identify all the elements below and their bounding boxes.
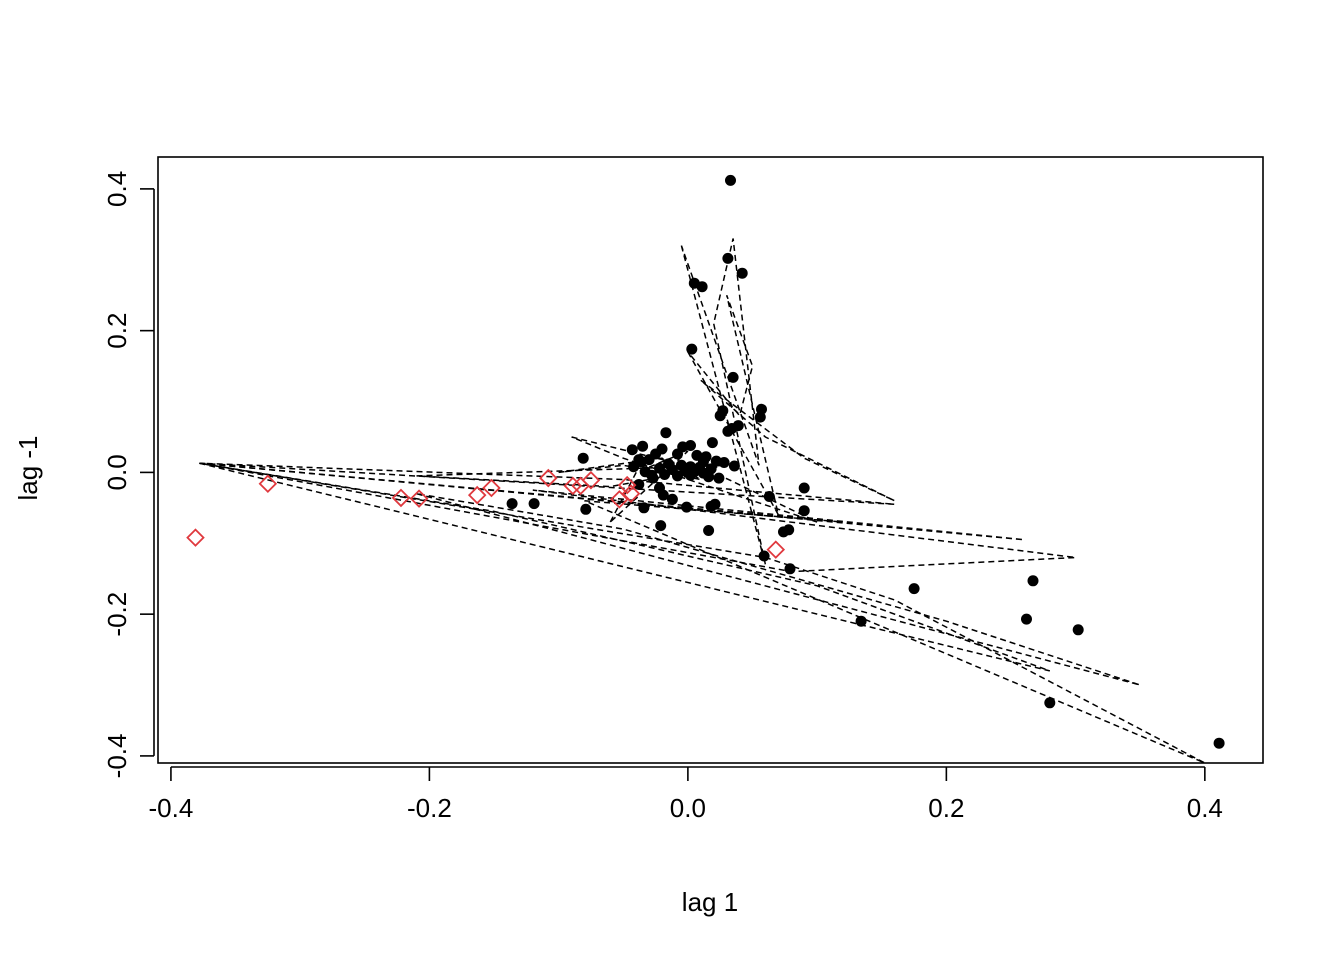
dashed-line-1: [199, 462, 1076, 573]
point-0-49: [635, 456, 647, 468]
point-0-46: [713, 472, 725, 484]
point-0-50: [577, 452, 589, 464]
diamond-point-1-9: [581, 470, 601, 490]
dashed-lines-layer: [199, 238, 1206, 764]
point-0-29: [718, 457, 730, 468]
point-0-45: [703, 471, 715, 483]
point-0-6: [727, 371, 739, 383]
point-0-56: [705, 500, 717, 512]
point-0-13: [722, 425, 734, 437]
point-0-0: [725, 174, 736, 186]
plot-frame: [157, 156, 1264, 764]
dashed-line-5: [680, 238, 767, 565]
y-tick-label-1: -0.2: [102, 592, 132, 637]
point-0-5: [686, 343, 698, 355]
point-0-69: [778, 526, 789, 538]
y-tick-label-3: 0.2: [102, 313, 132, 349]
dashed-line-8: [571, 436, 818, 523]
point-0-8: [754, 411, 766, 423]
point-0-74: [1021, 613, 1032, 625]
diamond-point-1-5: [482, 478, 501, 498]
point-0-22: [672, 448, 683, 460]
point-0-53: [633, 479, 645, 490]
point-0-63: [655, 520, 667, 532]
dashed-line-7: [700, 379, 896, 502]
dashed-line-11: [609, 450, 689, 523]
point-0-44: [685, 469, 696, 481]
diamond-point-1-6: [539, 468, 558, 488]
point-0-61: [528, 498, 540, 510]
point-0-70: [758, 550, 770, 562]
point-0-15: [637, 440, 649, 452]
point-0-78: [1213, 737, 1225, 749]
point-0-43: [672, 470, 683, 482]
y-tick-label-4: 0.4: [102, 171, 132, 207]
points-layer: [186, 174, 1225, 749]
dashed-line-0: [199, 462, 895, 506]
point-0-67: [798, 505, 810, 517]
diamond-point-1-12: [621, 484, 641, 503]
diamond-point-1-2: [391, 488, 411, 508]
point-0-77: [1044, 697, 1056, 709]
y-tick-label-0: -0.4: [102, 734, 132, 779]
x-axis-label: lag 1: [682, 887, 738, 917]
point-0-48: [728, 460, 740, 472]
point-0-52: [657, 489, 669, 501]
diamond-point-1-11: [617, 475, 637, 495]
x-axis: -0.4 -0.2 0.0 0.2 0.4: [149, 766, 1223, 823]
point-0-2: [736, 267, 748, 279]
x-tick-label-0: -0.4: [149, 793, 194, 823]
point-0-62: [506, 498, 518, 510]
point-0-76: [1072, 624, 1084, 636]
point-0-72: [908, 583, 920, 595]
point-0-18: [706, 437, 718, 449]
y-axis: -0.4 -0.2 0.0 0.2 0.4: [102, 171, 155, 779]
point-0-4: [696, 281, 708, 293]
dashed-line-2: [199, 462, 1206, 764]
point-0-14: [660, 427, 672, 439]
diamond-point-1-4: [467, 485, 487, 505]
point-0-54: [647, 472, 659, 484]
point-0-66: [798, 482, 810, 494]
diamond-point-1-7: [563, 476, 583, 496]
point-0-58: [681, 501, 693, 513]
point-0-42: [659, 469, 671, 480]
point-0-71: [784, 563, 796, 575]
point-0-57: [666, 493, 678, 505]
diamond-point-1-10: [610, 490, 629, 509]
diamond-point-1-0: [186, 528, 205, 547]
x-tick-label-2: 0.0: [670, 793, 706, 823]
point-0-65: [763, 491, 775, 502]
point-0-64: [703, 525, 715, 536]
point-0-59: [638, 502, 650, 514]
diamond-point-1-13: [766, 540, 786, 559]
point-0-20: [626, 444, 638, 456]
dashed-line-6: [687, 294, 780, 516]
x-tick-label-3: 0.2: [928, 793, 964, 823]
point-0-75: [855, 615, 867, 627]
x-tick-label-4: 0.4: [1187, 793, 1223, 823]
y-axis-label: lag -1: [13, 435, 43, 500]
point-0-1: [722, 252, 734, 264]
dashed-line-4: [416, 492, 1141, 686]
point-0-17: [685, 440, 696, 451]
point-0-10: [714, 410, 726, 422]
x-tick-label-1: -0.2: [407, 793, 452, 823]
point-0-60: [580, 503, 592, 515]
y-tick-label-2: 0.0: [102, 454, 132, 490]
diamond-point-1-3: [409, 489, 429, 508]
point-0-73: [1027, 575, 1039, 587]
diamond-point-1-1: [258, 474, 278, 494]
